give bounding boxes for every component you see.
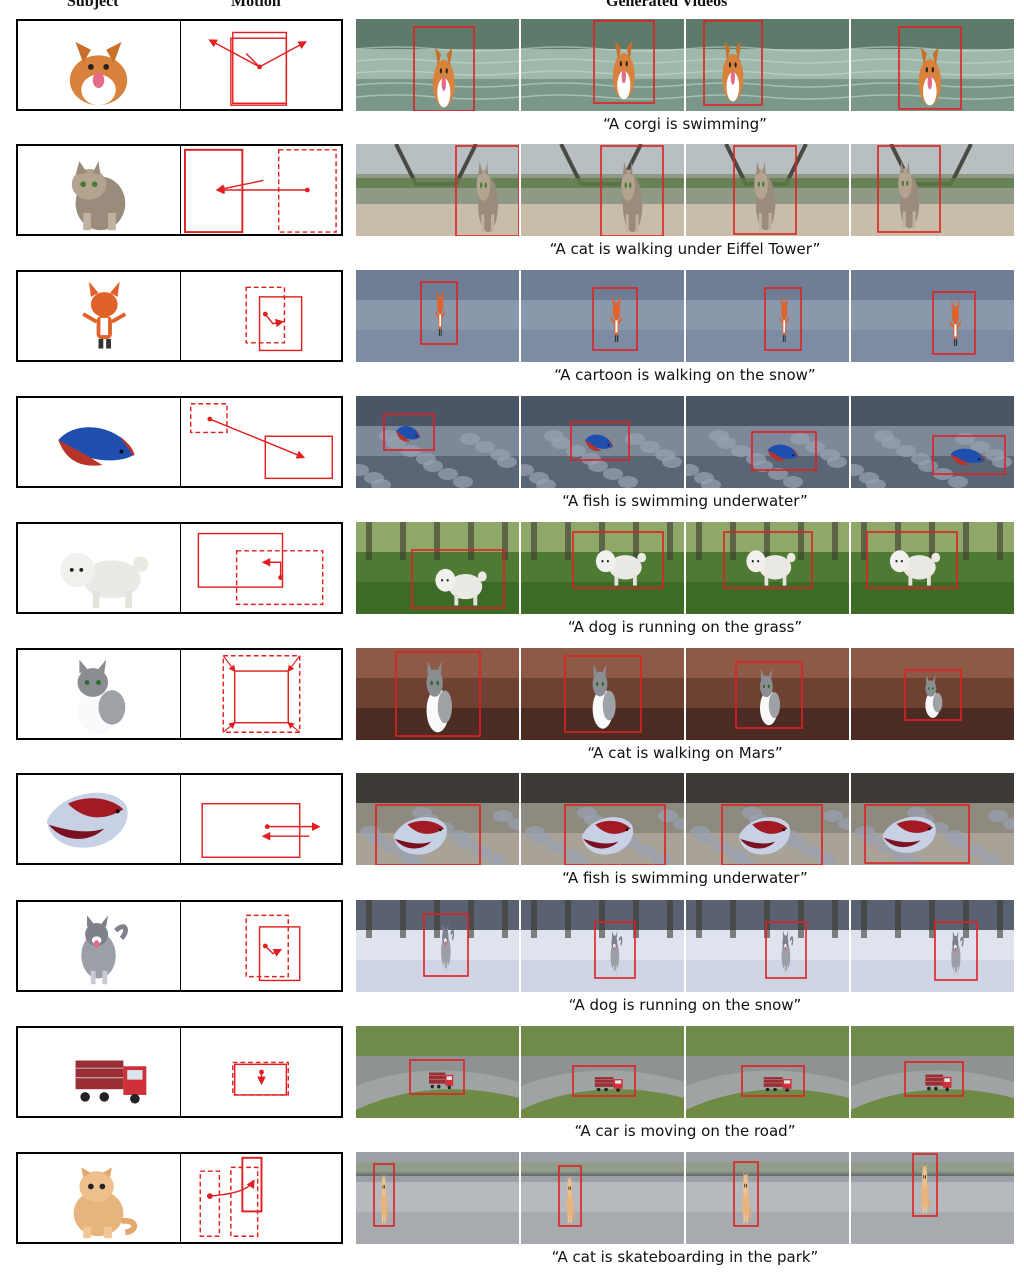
video-frame [851, 270, 1014, 362]
motion-diagram [180, 648, 343, 740]
video-frame [521, 648, 684, 740]
video-frame [686, 773, 849, 865]
video-frame [686, 396, 849, 488]
video-frame [521, 522, 684, 614]
video-frame [686, 19, 849, 111]
video-frame [356, 522, 519, 614]
figure-row: “A fish is swimming underwater” [0, 396, 1024, 522]
video-frame [686, 648, 849, 740]
motion-diagram [180, 270, 343, 362]
header-motion: Motion [231, 0, 281, 10]
video-frame [686, 270, 849, 362]
motion-diagram [180, 522, 343, 614]
header-subject: Subject [67, 0, 119, 10]
subject-image [16, 144, 181, 236]
header-generated-videos: Generated Videos [606, 0, 728, 10]
video-frame [686, 522, 849, 614]
video-frame [521, 1152, 684, 1244]
video-frame [356, 144, 519, 236]
video-frame [851, 396, 1014, 488]
video-frame [356, 270, 519, 362]
motion-diagram [180, 773, 343, 865]
video-frame [686, 1152, 849, 1244]
video-frame [356, 19, 519, 111]
motion-diagram [180, 1026, 343, 1118]
figure-row: “A dog is running on the grass” [0, 522, 1024, 648]
video-frame [521, 144, 684, 236]
video-frame [356, 648, 519, 740]
figure-row: “A cat is walking under Eiffel Tower” [0, 144, 1024, 270]
video-frame [521, 900, 684, 992]
video-frame [521, 773, 684, 865]
subject-image [16, 522, 181, 614]
video-caption: “A dog is running on the snow” [568, 996, 802, 1014]
video-frame [356, 396, 519, 488]
video-caption: “A cat is walking under Eiffel Tower” [549, 240, 821, 258]
motion-diagram [180, 900, 343, 992]
video-frame [521, 1026, 684, 1118]
video-caption: “A cat is skateboarding in the park” [551, 1248, 819, 1266]
motion-diagram [180, 19, 343, 111]
figure-row: “A dog is running on the snow” [0, 900, 1024, 1026]
subject-image [16, 396, 181, 488]
video-frame [521, 19, 684, 111]
video-frame [356, 1152, 519, 1244]
subject-image [16, 270, 181, 362]
subject-image [16, 19, 181, 111]
video-frame [356, 1026, 519, 1118]
video-frame [356, 773, 519, 865]
video-caption: “A corgi is swimming” [603, 115, 767, 133]
video-frame [851, 19, 1014, 111]
video-frame [851, 1026, 1014, 1118]
video-caption: “A fish is swimming underwater” [562, 492, 808, 510]
video-caption: “A car is moving on the road” [574, 1122, 796, 1140]
video-caption: “A fish is swimming underwater” [562, 869, 808, 887]
video-frame [851, 900, 1014, 992]
video-frame [521, 396, 684, 488]
video-frame [356, 900, 519, 992]
video-frame [851, 522, 1014, 614]
video-frame [686, 900, 849, 992]
figure-row: “A cat is skateboarding in the park” [0, 1152, 1024, 1278]
figure-row: “A fish is swimming underwater” [0, 773, 1024, 899]
motion-diagram [180, 396, 343, 488]
subject-image [16, 1152, 181, 1244]
subject-image [16, 1026, 181, 1118]
video-frame [851, 773, 1014, 865]
video-caption: “A cartoon is walking on the snow” [554, 366, 816, 384]
figure-row: “A car is moving on the road” [0, 1026, 1024, 1152]
video-frame [686, 1026, 849, 1118]
subject-image [16, 900, 181, 992]
figure-row: “A cat is walking on Mars” [0, 648, 1024, 774]
video-frame [851, 648, 1014, 740]
video-caption: “A cat is walking on Mars” [587, 744, 783, 762]
video-frame [851, 1152, 1014, 1244]
video-caption: “A dog is running on the grass” [567, 618, 803, 636]
figure-row: “A corgi is swimming” [0, 19, 1024, 145]
motion-diagram [180, 144, 343, 236]
video-frame [851, 144, 1014, 236]
subject-image [16, 648, 181, 740]
video-frame [521, 270, 684, 362]
subject-image [16, 773, 181, 865]
motion-diagram [180, 1152, 343, 1244]
figure-row: “A cartoon is walking on the snow” [0, 270, 1024, 396]
video-frame [686, 144, 849, 236]
